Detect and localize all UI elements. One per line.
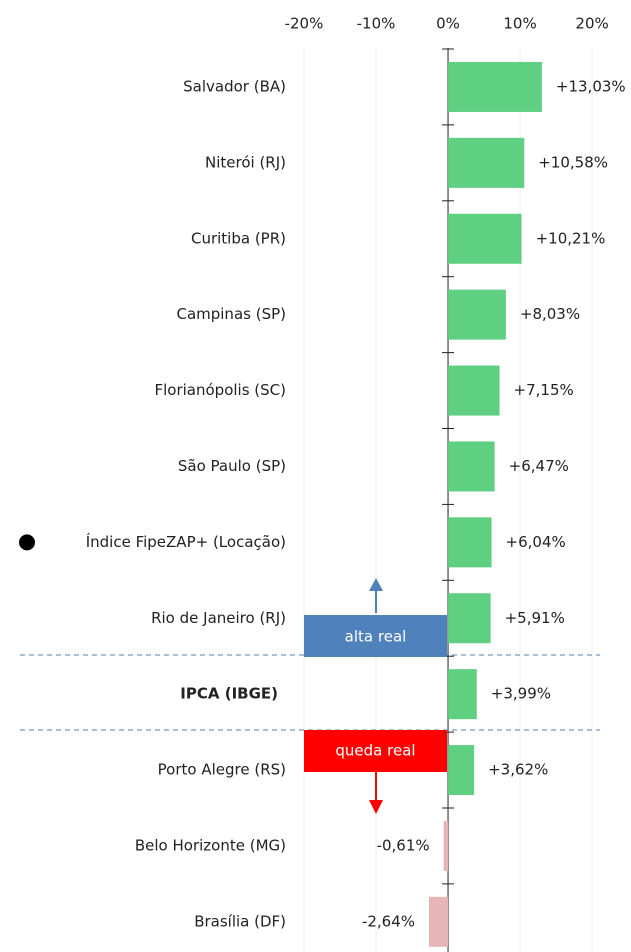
bar xyxy=(448,593,491,644)
x-tick-label: -10% xyxy=(357,15,396,33)
annotation-box xyxy=(304,730,447,772)
value-label: -2,64% xyxy=(362,912,415,930)
value-label: +7,15% xyxy=(514,381,574,399)
bar xyxy=(448,213,522,264)
bar xyxy=(448,365,500,416)
bar xyxy=(448,669,477,720)
category-label: Niterói (RJ) xyxy=(205,153,286,171)
annotation-box xyxy=(304,615,447,657)
x-tick-label: 20% xyxy=(575,15,608,33)
value-label: -0,61% xyxy=(377,836,430,854)
category-label: Florianópolis (SC) xyxy=(155,381,287,399)
x-tick-label: -20% xyxy=(285,15,324,33)
category-label: Porto Alegre (RS) xyxy=(158,761,286,779)
annotation-text: alta real xyxy=(345,628,407,646)
category-label: Curitiba (PR) xyxy=(191,229,286,247)
value-label: +3,62% xyxy=(488,761,548,779)
value-label: +6,47% xyxy=(509,457,569,475)
value-label: +6,04% xyxy=(506,533,566,551)
x-tick-label: 0% xyxy=(436,15,460,33)
bar xyxy=(448,745,475,796)
bar xyxy=(448,289,506,340)
category-label: Belo Horizonte (MG) xyxy=(135,836,286,854)
category-label: Salvador (BA) xyxy=(183,77,286,95)
value-label: +10,58% xyxy=(538,153,608,171)
value-label: +3,99% xyxy=(491,685,551,703)
category-label: Rio de Janeiro (RJ) xyxy=(151,609,286,627)
bar xyxy=(448,441,495,492)
value-label: +5,91% xyxy=(505,609,565,627)
arrow-head xyxy=(369,800,383,814)
category-label: São Paulo (SP) xyxy=(178,457,286,475)
value-label: +13,03% xyxy=(556,77,626,95)
legend-marker xyxy=(19,534,35,551)
bar xyxy=(429,896,449,947)
value-label: +8,03% xyxy=(520,305,580,323)
x-tick-label: 10% xyxy=(503,15,536,33)
arrow-head xyxy=(369,578,383,591)
category-label: Campinas (SP) xyxy=(176,305,286,323)
category-label: IPCA (IBGE) xyxy=(180,685,278,703)
annotation-text: queda real xyxy=(335,742,415,760)
category-label: Brasília (DF) xyxy=(194,912,286,930)
value-label: +10,21% xyxy=(536,229,606,247)
category-label: Índice FipeZAP+ (Locação) xyxy=(86,532,286,551)
bar xyxy=(448,517,492,568)
bar xyxy=(448,137,525,188)
bar xyxy=(448,61,542,112)
bar xyxy=(443,820,449,871)
